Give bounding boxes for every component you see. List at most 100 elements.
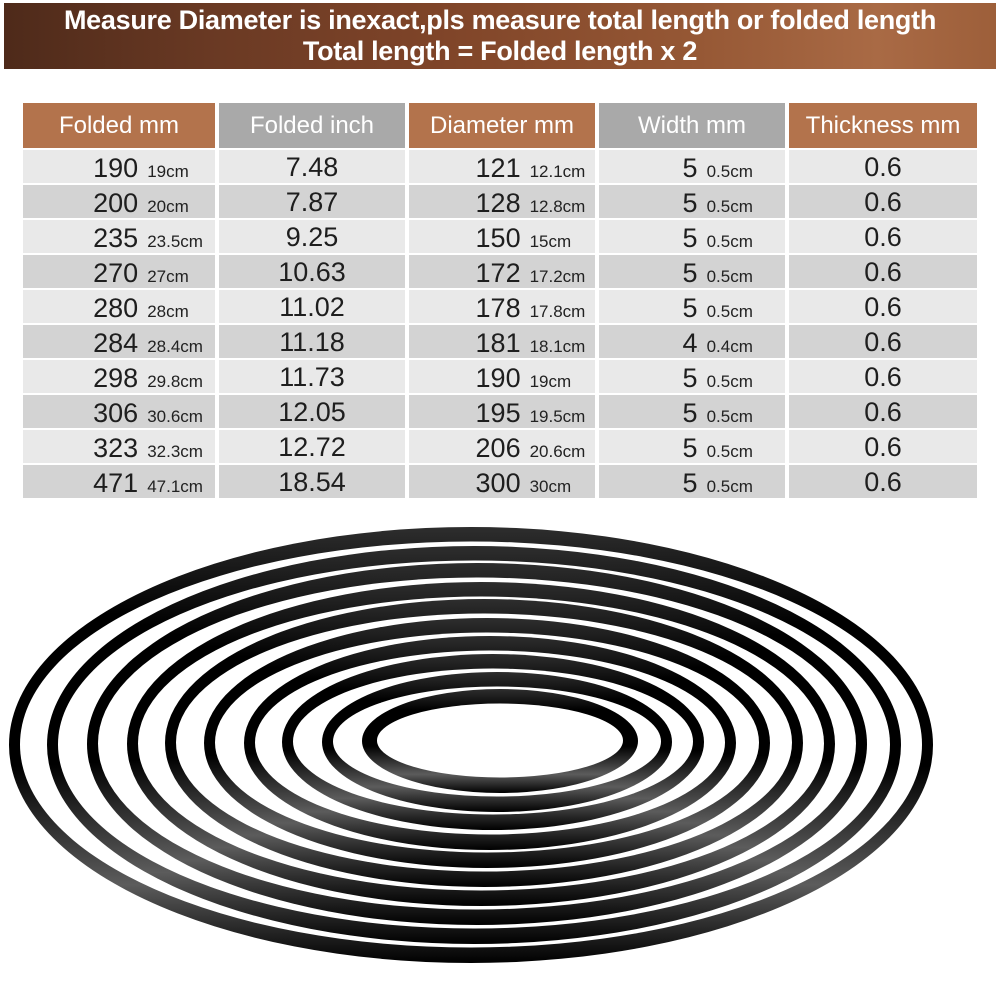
thickness-mm-value: 0.6 xyxy=(864,396,902,427)
thickness-mm-value: 0.6 xyxy=(864,256,902,287)
cell-folded-mm: 200 20cm xyxy=(23,185,215,218)
width-mm-value: 5 xyxy=(682,468,698,498)
cell-width-mm: 5 0.5cm xyxy=(599,290,785,323)
cell-diameter-mm: 190 19cm xyxy=(409,360,595,393)
width-mm-value: 5 xyxy=(682,293,698,323)
cell-diameter-mm: 300 30cm xyxy=(409,465,595,498)
folded-cm-value: 23.5cm xyxy=(147,232,203,251)
folded-mm-value: 306 xyxy=(93,398,139,428)
cell-thickness-mm: 0.6 xyxy=(789,360,977,393)
folded-mm-value: 190 xyxy=(93,153,139,183)
diameter-cm-value: 19.5cm xyxy=(529,407,586,426)
cell-diameter-mm: 150 15cm xyxy=(409,220,595,253)
cell-thickness-mm: 0.6 xyxy=(789,255,977,288)
cell-diameter-mm: 178 17.8cm xyxy=(409,290,595,323)
cell-width-mm: 5 0.5cm xyxy=(599,220,785,253)
folded-inch-value: 11.02 xyxy=(279,291,345,322)
folded-mm-value: 200 xyxy=(93,188,139,218)
cell-diameter-mm: 195 19.5cm xyxy=(409,395,595,428)
diameter-mm-value: 150 xyxy=(475,223,521,253)
width-cm-value: 0.5cm xyxy=(706,302,753,321)
width-mm-value: 5 xyxy=(682,433,698,463)
width-cm-value: 0.5cm xyxy=(706,477,753,496)
diameter-cm-value: 30cm xyxy=(529,477,572,496)
cell-width-mm: 5 0.5cm xyxy=(599,150,785,183)
cell-folded-mm: 190 19cm xyxy=(23,150,215,183)
cell-folded-inch: 10.63 xyxy=(219,255,405,288)
cell-folded-inch: 11.73 xyxy=(219,360,405,393)
diameter-mm-value: 195 xyxy=(475,398,521,428)
diameter-cm-value: 19cm xyxy=(529,372,572,391)
folded-cm-value: 28cm xyxy=(147,302,189,321)
cell-folded-mm: 235 23.5cm xyxy=(23,220,215,253)
thickness-mm-value: 0.6 xyxy=(864,431,902,462)
cell-width-mm: 4 0.4cm xyxy=(599,325,785,358)
diameter-cm-value: 15cm xyxy=(529,232,572,251)
banner-line-2: Total length = Folded length x 2 xyxy=(302,36,698,66)
width-cm-value: 0.5cm xyxy=(706,267,753,286)
cell-width-mm: 5 0.5cm xyxy=(599,360,785,393)
cell-folded-inch: 11.18 xyxy=(219,325,405,358)
cell-folded-inch: 11.02 xyxy=(219,290,405,323)
cell-width-mm: 5 0.5cm xyxy=(599,430,785,463)
folded-inch-value: 10.63 xyxy=(278,256,346,287)
folded-inch-value: 12.72 xyxy=(278,431,346,462)
cell-thickness-mm: 0.6 xyxy=(789,290,977,323)
header-cell-width-mm: Width mm xyxy=(599,103,785,148)
diameter-mm-value: 121 xyxy=(475,153,521,183)
width-mm-value: 5 xyxy=(682,363,698,393)
cell-folded-inch: 12.72 xyxy=(219,430,405,463)
cell-folded-mm: 471 47.1cm xyxy=(23,465,215,498)
belt-rings-svg xyxy=(9,527,933,963)
width-cm-value: 0.5cm xyxy=(706,232,753,251)
thickness-mm-value: 0.6 xyxy=(864,186,902,217)
folded-cm-value: 27cm xyxy=(147,267,189,286)
folded-cm-value: 28.4cm xyxy=(147,337,203,356)
cell-diameter-mm: 121 12.1cm xyxy=(409,150,595,183)
diameter-cm-value: 12.8cm xyxy=(529,197,586,216)
banner-line-1: Measure Diameter is inexact,pls measure … xyxy=(63,5,937,35)
cell-folded-mm: 306 30.6cm xyxy=(23,395,215,428)
cell-thickness-mm: 0.6 xyxy=(789,465,977,498)
cell-folded-inch: 7.87 xyxy=(219,185,405,218)
cell-diameter-mm: 172 17.2cm xyxy=(409,255,595,288)
width-mm-value: 5 xyxy=(682,153,698,183)
width-cm-value: 0.5cm xyxy=(706,162,753,181)
folded-mm-value: 270 xyxy=(93,258,139,288)
width-cm-value: 0.5cm xyxy=(706,442,753,461)
thickness-mm-value: 0.6 xyxy=(864,326,902,357)
folded-inch-value: 7.48 xyxy=(285,151,339,182)
diameter-cm-value: 20.6cm xyxy=(529,442,586,461)
cell-thickness-mm: 0.6 xyxy=(789,185,977,218)
folded-cm-value: 19cm xyxy=(147,162,189,181)
header-cell-thickness-mm: Thickness mm xyxy=(789,103,977,148)
width-cm-value: 0.5cm xyxy=(706,197,753,216)
diameter-mm-value: 181 xyxy=(475,328,521,358)
diameter-cm-value: 17.8cm xyxy=(529,302,586,321)
diameter-mm-value: 300 xyxy=(475,468,521,498)
cell-folded-mm: 280 28cm xyxy=(23,290,215,323)
cell-thickness-mm: 0.6 xyxy=(789,430,977,463)
thickness-mm-value: 0.6 xyxy=(864,221,902,252)
diameter-mm-value: 172 xyxy=(475,258,521,288)
cell-folded-inch: 9.25 xyxy=(219,220,405,253)
folded-mm-value: 284 xyxy=(93,328,139,358)
diameter-cm-value: 17.2cm xyxy=(529,267,586,286)
folded-cm-value: 30.6cm xyxy=(147,407,203,426)
cell-width-mm: 5 0.5cm xyxy=(599,465,785,498)
folded-cm-value: 32.3cm xyxy=(147,442,203,461)
folded-inch-value: 9.25 xyxy=(285,221,339,252)
width-mm-value: 5 xyxy=(682,223,698,253)
cell-diameter-mm: 128 12.8cm xyxy=(409,185,595,218)
cell-folded-mm: 270 27cm xyxy=(23,255,215,288)
header-cell-folded-inch: Folded inch xyxy=(219,103,405,148)
thickness-mm-value: 0.6 xyxy=(864,151,902,182)
diameter-mm-value: 178 xyxy=(475,293,521,323)
folded-inch-value: 18.54 xyxy=(278,466,346,497)
diameter-mm-value: 206 xyxy=(475,433,521,463)
folded-inch-value: 11.18 xyxy=(279,326,345,357)
size-spec-table: Folded mm Folded inch Diameter mm Width … xyxy=(23,103,977,498)
nested-belts-illustration xyxy=(0,520,1000,1000)
width-mm-value: 5 xyxy=(682,398,698,428)
cell-width-mm: 5 0.5cm xyxy=(599,395,785,428)
